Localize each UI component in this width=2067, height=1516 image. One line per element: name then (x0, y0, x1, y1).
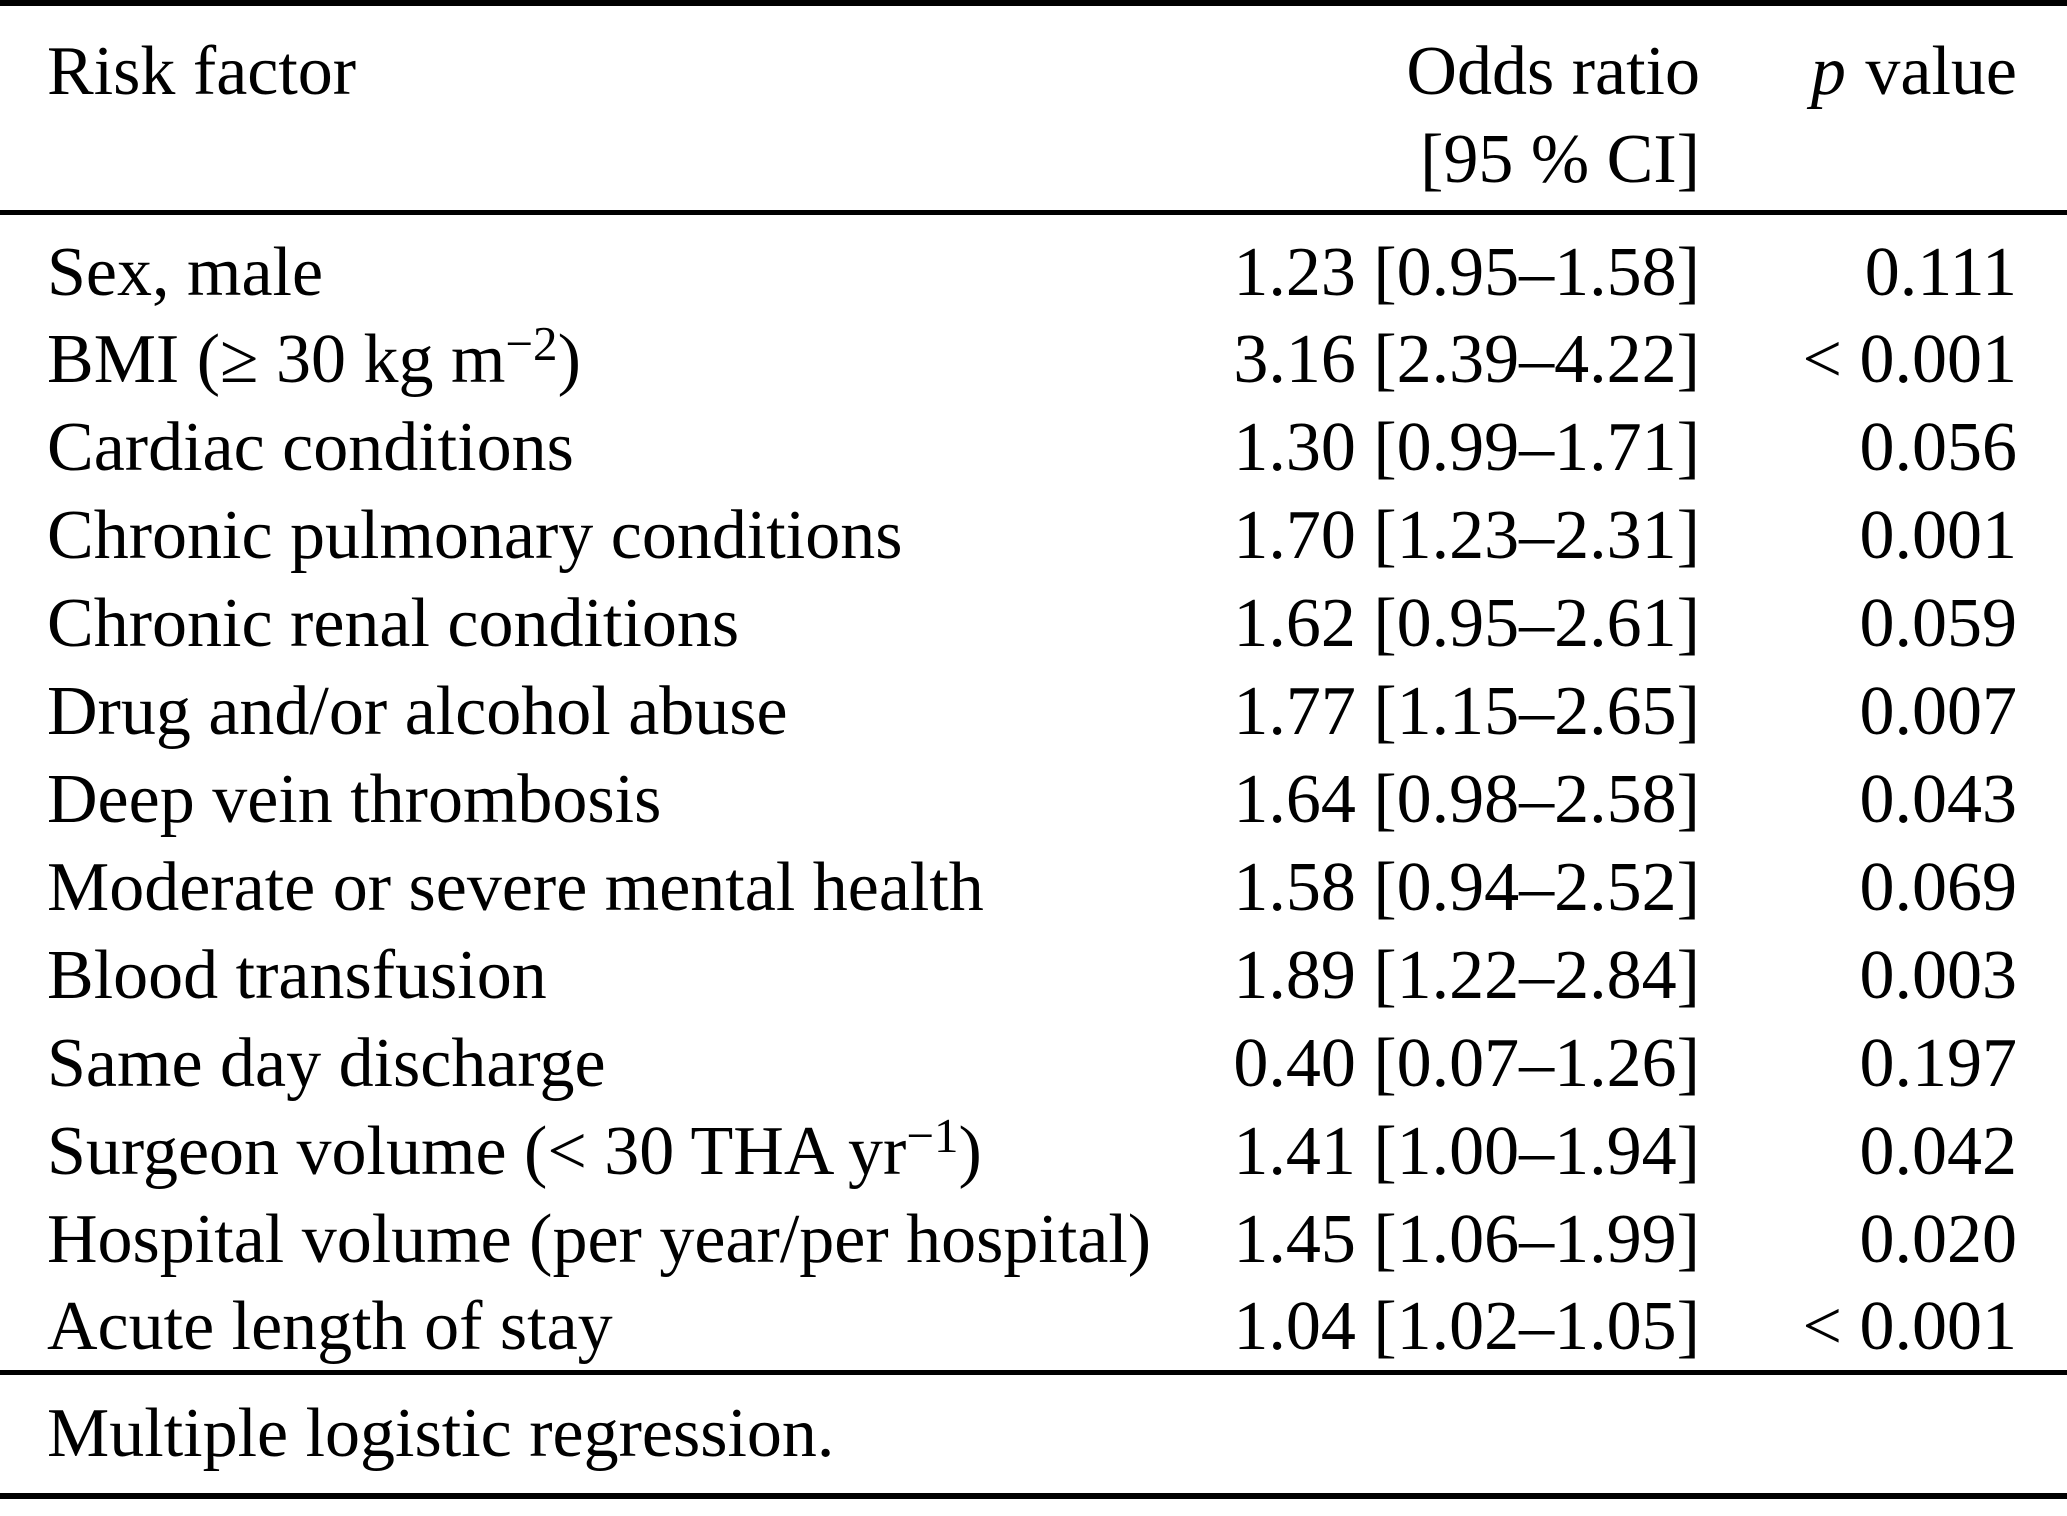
cell-risk-factor: Deep vein thrombosis (0, 756, 1190, 844)
cell-odds-ratio: 1.41 [1.00–1.94] (1233, 1113, 1700, 1190)
table-footnote: Multiple logistic regression. (47, 1394, 835, 1472)
table-row: Same day discharge 0.40 [0.07–1.26] 0.19… (0, 1020, 2067, 1108)
header-odds-ratio: Odds ratio [95 % CI] (1190, 3, 1700, 212)
cell-risk-factor: Hospital volume (per year/per hospital) (0, 1196, 1190, 1284)
cell-odds-ratio: 1.64 [0.98–2.58] (1233, 761, 1700, 838)
footnote-row: Multiple logistic regression. (0, 1372, 2067, 1496)
cell-risk-factor: Blood transfusion (0, 932, 1190, 1020)
risk-factor-text-end: ) (557, 321, 581, 398)
risk-factor-text: Chronic pulmonary conditions (47, 497, 903, 574)
table-row: BMI (≥ 30 kg m−2) 3.16 [2.39–4.22] < 0.0… (0, 316, 2067, 404)
cell-p-value: 0.111 (1864, 234, 2017, 312)
header-p-value: p value (1700, 3, 2067, 212)
header-odds-line1: Odds ratio (1406, 33, 1700, 110)
table-row: Drug and/or alcohol abuse 1.77 [1.15–2.6… (0, 668, 2067, 756)
risk-factor-text: BMI (≥ 30 kg m (47, 321, 506, 398)
table-footer: Multiple logistic regression. (0, 1372, 2067, 1496)
cell-p-value: < 0.001 (1802, 1287, 2017, 1365)
cell-odds-ratio: 1.70 [1.23–2.31] (1233, 497, 1700, 574)
table-row: Chronic renal conditions 1.62 [0.95–2.61… (0, 580, 2067, 668)
risk-factor-text: Drug and/or alcohol abuse (47, 673, 788, 750)
risk-factor-text: Same day discharge (47, 1025, 606, 1102)
cell-odds-ratio: 1.89 [1.22–2.84] (1233, 937, 1700, 1014)
cell-risk-factor: BMI (≥ 30 kg m−2) (0, 316, 1190, 404)
cell-p-value: 0.197 (1859, 1025, 2018, 1102)
header-risk-factor-label: Risk factor (47, 33, 357, 110)
cell-p-value: 0.001 (1859, 497, 2018, 574)
cell-risk-factor: Same day discharge (0, 1020, 1190, 1108)
risk-factor-text: Chronic renal conditions (47, 585, 740, 662)
cell-risk-factor: Chronic renal conditions (0, 580, 1190, 668)
cell-odds-ratio: 0.40 [0.07–1.26] (1233, 1025, 1700, 1102)
cell-p-value: 0.003 (1859, 937, 2018, 1014)
risk-factor-text: Hospital volume (per year/per hospital) (47, 1201, 1152, 1278)
risk-factor-text-end: ) (958, 1113, 982, 1190)
cell-odds-ratio: 1.58 [0.94–2.52] (1233, 849, 1700, 926)
risk-factor-text: Cardiac conditions (47, 409, 574, 486)
risk-factor-text: Blood transfusion (47, 937, 547, 1014)
table-row: Surgeon volume (< 30 THA yr−1) 1.41 [1.0… (0, 1108, 2067, 1196)
risk-factor-text: Deep vein thrombosis (47, 761, 662, 838)
cell-odds-ratio: 1.45 [1.06–1.99] (1233, 1201, 1700, 1278)
cell-odds-ratio: 1.77 [1.15–2.65] (1233, 673, 1700, 750)
table-header-row: Risk factor Odds ratio [95 % CI] p value (0, 3, 2067, 212)
cell-risk-factor: Chronic pulmonary conditions (0, 492, 1190, 580)
header-odds-line2: [95 % CI] (1420, 121, 1700, 198)
table-row: Acute length of stay 1.04 [1.02–1.05] < … (0, 1284, 2067, 1372)
cell-p-value: 0.020 (1859, 1201, 2018, 1278)
cell-odds-ratio: 1.23 [0.95–1.58] (1233, 234, 1700, 312)
cell-risk-factor: Moderate or severe mental health (0, 844, 1190, 932)
cell-odds-ratio: 3.16 [2.39–4.22] (1233, 321, 1700, 398)
table-row: Blood transfusion 1.89 [1.22–2.84] 0.003 (0, 932, 2067, 1020)
cell-risk-factor: Drug and/or alcohol abuse (0, 668, 1190, 756)
cell-risk-factor: Surgeon volume (< 30 THA yr−1) (0, 1108, 1190, 1196)
cell-risk-factor: Cardiac conditions (0, 404, 1190, 492)
header-risk-factor: Risk factor (0, 3, 1190, 212)
cell-odds-ratio: 1.30 [0.99–1.71] (1233, 409, 1700, 486)
risk-factor-superscript: −2 (505, 315, 558, 371)
cell-risk-factor: Sex, male (0, 212, 1190, 316)
risk-factor-text: Surgeon volume (< 30 THA yr (47, 1113, 907, 1190)
cell-p-value: < 0.001 (1802, 321, 2017, 398)
table-row: Chronic pulmonary conditions 1.70 [1.23–… (0, 492, 2067, 580)
table-body: Sex, male 1.23 [0.95–1.58] 0.111 BMI (≥ … (0, 212, 2067, 1372)
header-p-symbol: p (1810, 33, 1846, 110)
table-row: Moderate or severe mental health 1.58 [0… (0, 844, 2067, 932)
table-header: Risk factor Odds ratio [95 % CI] p value (0, 3, 2067, 212)
risk-factor-text: Moderate or severe mental health (47, 849, 984, 926)
risk-factor-superscript: −1 (906, 1107, 959, 1163)
table-row: Sex, male 1.23 [0.95–1.58] 0.111 (0, 212, 2067, 316)
cell-p-value: 0.059 (1859, 585, 2018, 662)
header-p-rest: value (1865, 33, 2017, 110)
table-row: Hospital volume (per year/per hospital) … (0, 1196, 2067, 1284)
cell-p-value: 0.043 (1859, 761, 2018, 838)
risk-factor-text: Acute length of stay (47, 1287, 613, 1365)
cell-p-value: 0.069 (1859, 849, 2018, 926)
risk-factor-text: Sex, male (47, 234, 324, 312)
cell-odds-ratio: 1.62 [0.95–2.61] (1233, 585, 1700, 662)
table-row: Cardiac conditions 1.30 [0.99–1.71] 0.05… (0, 404, 2067, 492)
cell-odds-ratio: 1.04 [1.02–1.05] (1233, 1287, 1700, 1365)
cell-p-value: 0.042 (1859, 1113, 2018, 1190)
cell-p-value: 0.056 (1859, 409, 2018, 486)
cell-risk-factor: Acute length of stay (0, 1284, 1190, 1372)
cell-p-value: 0.007 (1859, 673, 2018, 750)
table-row: Deep vein thrombosis 1.64 [0.98–2.58] 0.… (0, 756, 2067, 844)
